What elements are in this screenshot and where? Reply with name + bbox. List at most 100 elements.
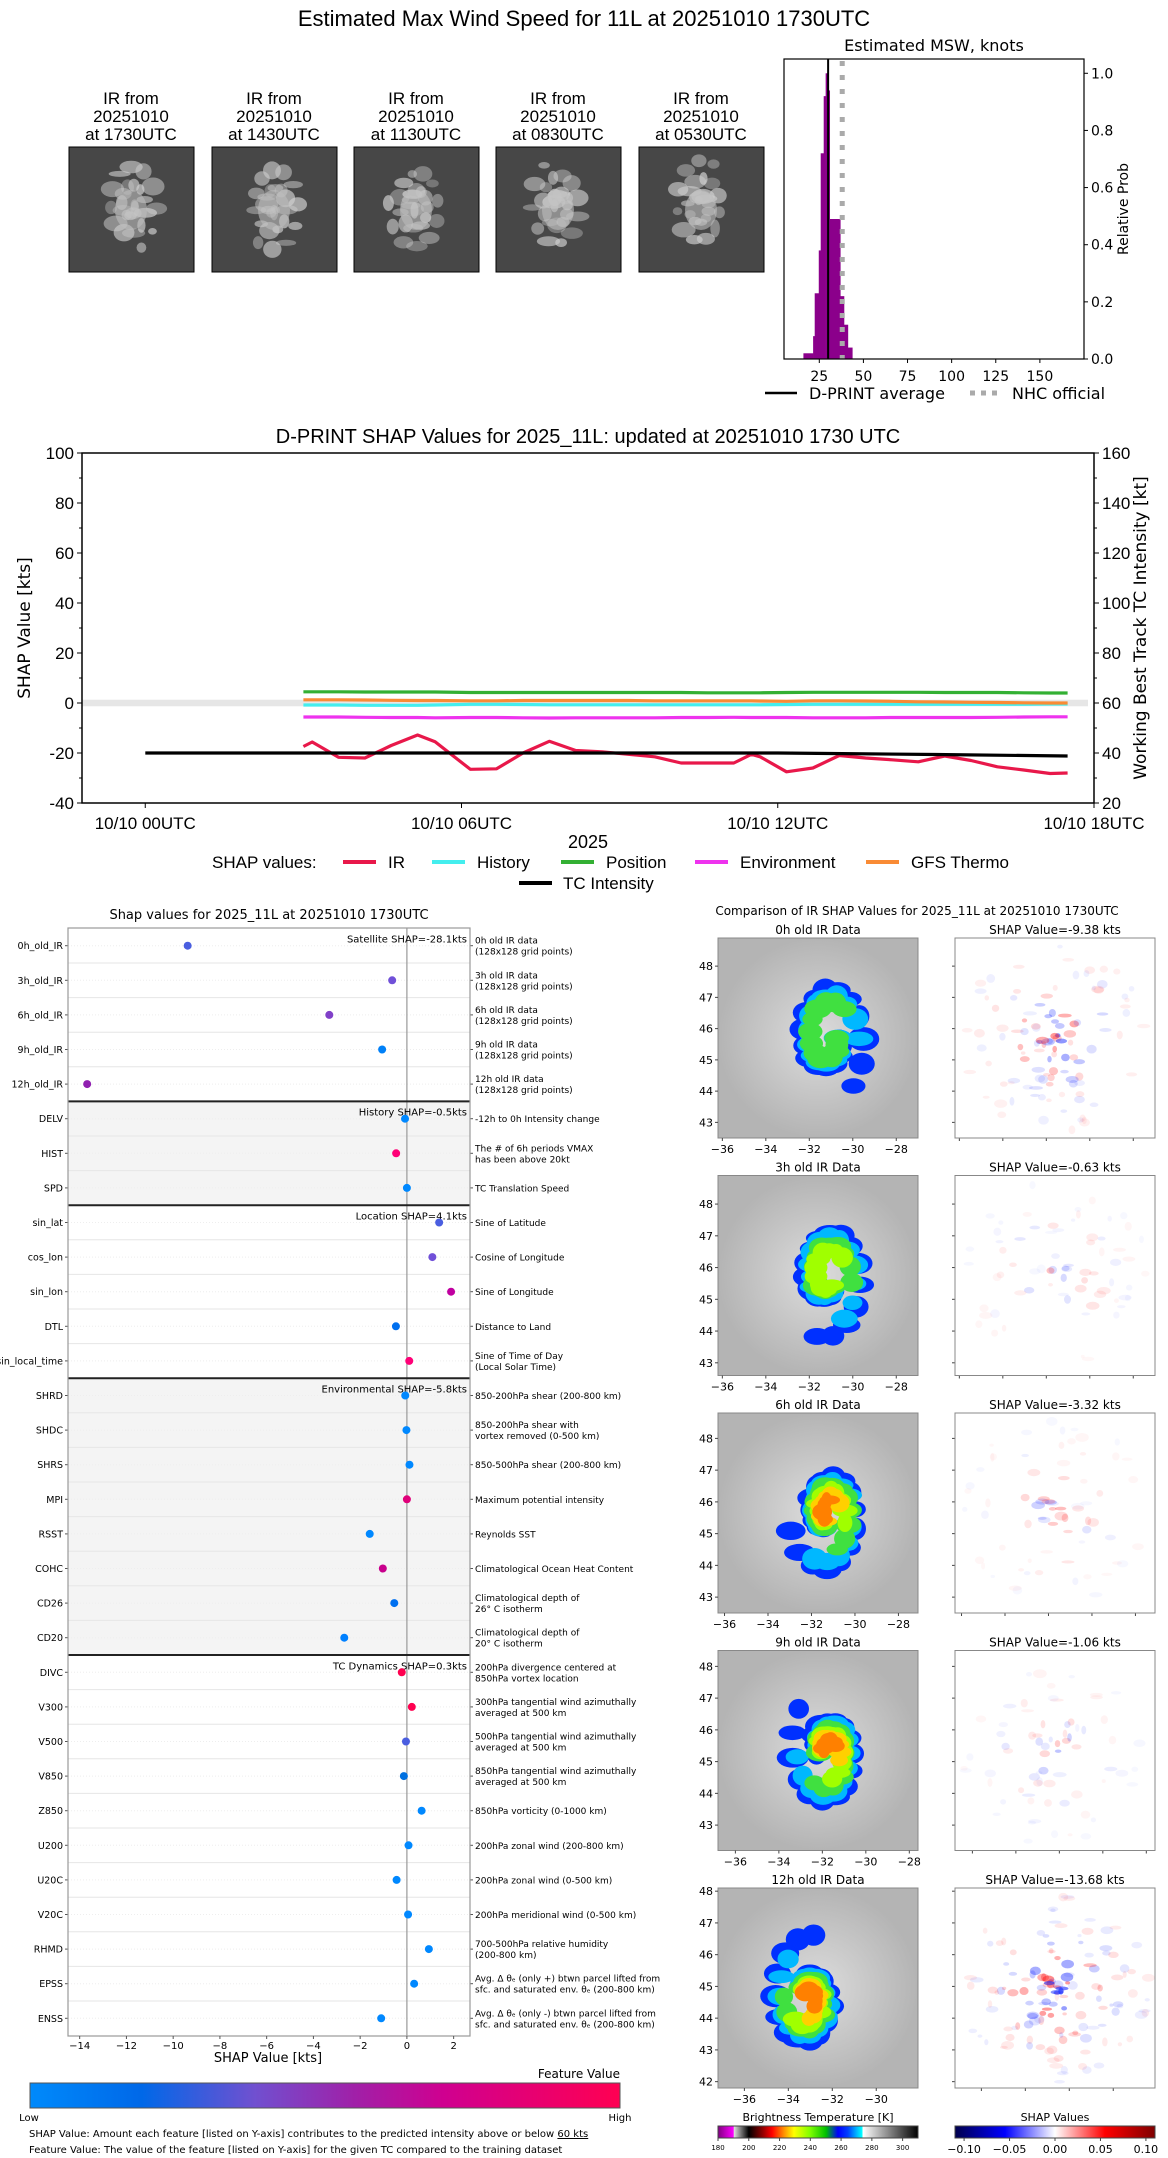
shap-blob [1014, 1290, 1027, 1296]
feature-label: SHDC [36, 1426, 63, 1437]
ir-map-title: 6h old IR Data [775, 1398, 861, 1412]
shap-blob [1107, 1215, 1112, 1222]
histogram-bar [814, 293, 820, 359]
shap-blob [1122, 1256, 1136, 1262]
cloud-blob [785, 1749, 809, 1765]
x-tick-label: 25 [810, 369, 828, 385]
feature-description: 850hPa vorticity (0-1000 km) [475, 1807, 607, 1817]
ir-map-frame [717, 1650, 919, 1851]
shap-blob [1125, 1072, 1138, 1077]
shap-map-frame [954, 1412, 1156, 1614]
shap-blob [1084, 1952, 1094, 1958]
shap-blob [1113, 1247, 1126, 1252]
shap-blob [1028, 1731, 1037, 1740]
shap-blob [1101, 1779, 1106, 1784]
y-tick-label: 80 [55, 494, 74, 513]
series-line-ir [302, 733, 1068, 776]
shap-blob [1039, 2010, 1047, 2016]
shap-background [955, 1175, 1155, 1376]
shap-blob [995, 1940, 1004, 1946]
shap-blob [1079, 1268, 1092, 1276]
shap-blob [1033, 1669, 1047, 1679]
shap-blob [1138, 2009, 1151, 2013]
colorbar-label: Feature Value [538, 2067, 620, 2081]
shap-blob [1037, 1973, 1050, 1982]
shap-map-title: SHAP Value=-0.63 kts [989, 1161, 1121, 1175]
shap-blob [994, 1099, 1008, 1108]
feature-shap-dot [405, 1460, 414, 1469]
shap-blob [1085, 1301, 1100, 1310]
shap-blob [1057, 944, 1063, 949]
histogram-bar [813, 336, 816, 359]
cloud-band [146, 202, 168, 215]
shap-blob [1034, 2015, 1045, 2024]
shap-blob [1141, 1973, 1155, 1982]
thumbnail-frame [353, 146, 480, 273]
shap-blob [995, 1240, 1004, 1244]
shap-blob [1080, 2049, 1091, 2055]
shap-blob [1081, 1833, 1092, 1839]
shap-blob [1125, 1222, 1132, 1231]
shap-colorbar-tick-label: 0.05 [1088, 2143, 1113, 2156]
histogram-bar [825, 73, 828, 360]
shap-blob [1058, 1091, 1066, 1098]
shap-blob [1019, 1987, 1029, 1996]
lat-tick-label: 44 [699, 2012, 713, 2025]
feature-shap-dot [397, 1668, 406, 1677]
feature-shap-dot [401, 1114, 410, 1123]
cloud-blob [826, 1543, 848, 1556]
lat-tick-label: 47 [699, 991, 713, 1004]
shap-blob [977, 2034, 983, 2038]
y-tick-label: 60 [55, 544, 74, 563]
shap-blob [1088, 1271, 1099, 1276]
shap-blob [1061, 1266, 1073, 1272]
thumbnail-title: at 0830UTC [512, 125, 604, 144]
shap-blob [1063, 1263, 1074, 1268]
brightness-tick-label: 240 [804, 2144, 817, 2152]
shap-blob [1071, 1744, 1082, 1750]
shap-blob [974, 988, 987, 994]
shap-blob [987, 1778, 993, 1787]
shap-blob [1096, 1489, 1104, 1497]
shap-blob [1063, 1972, 1075, 1978]
shap-blob [1131, 1941, 1143, 1949]
cloud-blob [803, 1327, 831, 1345]
thumbnail-frame [68, 146, 195, 273]
cloud-band [685, 234, 703, 245]
shap-blob [1046, 1038, 1053, 1045]
shap-blob [996, 1986, 1006, 1995]
shap-blob [1054, 1749, 1062, 1753]
shap-blob [1023, 1839, 1032, 1844]
shap-blob [1075, 1072, 1084, 1081]
shap-blob [1048, 1920, 1062, 1924]
shap-map-frame [954, 1887, 1156, 2089]
lat-tick-label: 46 [699, 1949, 713, 1962]
thumbnail-title: 20251010 [520, 107, 596, 126]
lat-tick-label: 44 [699, 1325, 713, 1338]
lat-tick-label: 48 [699, 1660, 713, 1673]
y-tick-label: 0 [65, 694, 74, 713]
shap-blob [968, 2028, 978, 2034]
feature-shap-dot [399, 1772, 408, 1781]
shap-blob [1028, 1086, 1043, 1090]
shap-blob [1028, 1773, 1040, 1781]
feature-label: EPSS [39, 1979, 63, 1990]
cloud-band [699, 172, 708, 185]
shap-blob [1090, 1695, 1103, 1700]
cloud-band [247, 187, 265, 200]
x-tick-label: 10/10 06UTC [411, 814, 512, 833]
feature-label: DTL [45, 1322, 64, 1333]
shap-blob [1035, 2044, 1046, 2051]
series-line-position [303, 690, 1068, 695]
lon-tick-label: −30 [854, 1856, 877, 1869]
shap-blob [963, 1975, 977, 1981]
shap-blob [1098, 1247, 1105, 1257]
lat-tick-label: 46 [699, 1023, 713, 1036]
cloud-band [668, 181, 689, 197]
ir-map-title: 12h old IR Data [771, 1873, 864, 1887]
shap-blob [1112, 2001, 1124, 2008]
shap-blob [1030, 1023, 1041, 1030]
shap-blob [1087, 1517, 1099, 1527]
shap-blob [1097, 1236, 1106, 1241]
shap-blob [1071, 1503, 1085, 1510]
